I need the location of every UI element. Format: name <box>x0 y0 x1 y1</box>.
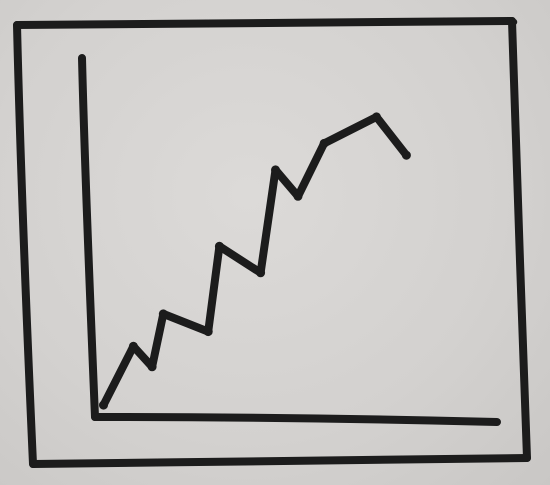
series-layer <box>99 112 411 410</box>
y-axis-line <box>78 54 99 421</box>
frame-right-edge <box>508 17 531 462</box>
frame-left-edge <box>13 21 37 468</box>
frame-top-edge <box>13 17 516 29</box>
x-axis-line <box>91 413 501 426</box>
chart-frame <box>13 17 531 468</box>
data-point-11 <box>372 112 381 122</box>
frame-top-right-overshoot <box>494 17 518 26</box>
data-point-5 <box>203 327 213 337</box>
data-point-1 <box>99 400 108 410</box>
series-line <box>99 112 411 410</box>
data-point-12 <box>401 150 411 160</box>
data-point-3 <box>147 362 157 372</box>
data-point-6 <box>214 241 224 251</box>
frame-bottom-edge <box>29 454 531 468</box>
data-point-2 <box>128 341 138 351</box>
data-point-10 <box>319 138 329 148</box>
data-point-4 <box>158 309 168 319</box>
data-point-7 <box>256 268 266 278</box>
data-point-9 <box>293 191 303 201</box>
chart-axes <box>78 54 501 426</box>
data-point-8 <box>271 165 280 175</box>
